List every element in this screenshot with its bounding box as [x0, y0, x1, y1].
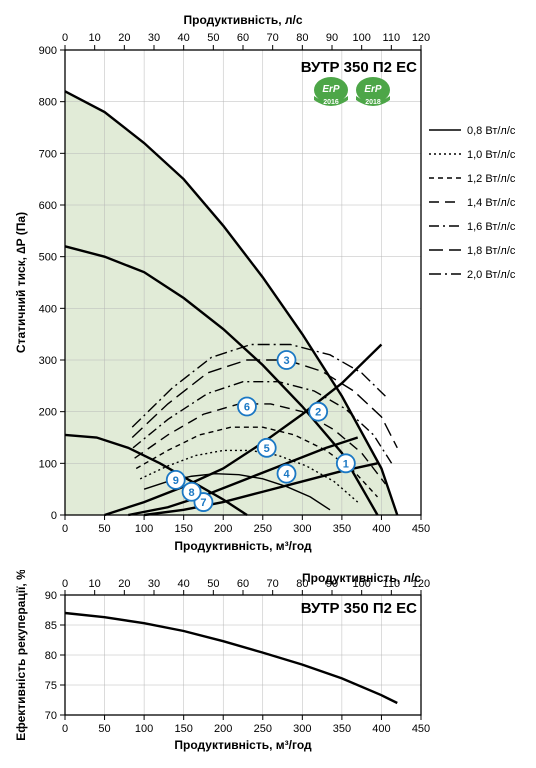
x-axis-label: Продуктивність, м³/год: [174, 539, 312, 553]
svg-text:900: 900: [39, 45, 57, 57]
legend-label: 1,2 Вт/л/с: [467, 173, 516, 185]
svg-text:0: 0: [62, 32, 68, 44]
svg-text:0: 0: [62, 578, 68, 590]
svg-text:200: 200: [214, 523, 232, 535]
svg-text:110: 110: [383, 32, 401, 44]
x-axis-label: Продуктивність, м³/год: [174, 738, 312, 752]
svg-text:250: 250: [254, 523, 272, 535]
svg-text:100: 100: [352, 32, 370, 44]
svg-text:350: 350: [333, 723, 351, 735]
svg-text:50: 50: [98, 523, 110, 535]
svg-text:20: 20: [118, 32, 130, 44]
efficiency-curve: [65, 613, 397, 703]
svg-text:0: 0: [51, 510, 57, 522]
svg-text:120: 120: [412, 32, 430, 44]
pressure-chart: 0501001502002503003504004500102030405060…: [10, 10, 526, 570]
chart-title: ВУТР 350 П2 ЕС: [301, 600, 417, 617]
svg-text:200: 200: [39, 407, 57, 419]
svg-text:2018: 2018: [365, 99, 381, 106]
svg-text:40: 40: [178, 32, 190, 44]
svg-text:75: 75: [45, 680, 57, 692]
svg-text:70: 70: [267, 32, 279, 44]
svg-text:85: 85: [45, 620, 57, 632]
erp-badge: ErP 2016: [314, 77, 348, 106]
svg-text:300: 300: [293, 523, 311, 535]
svg-text:10: 10: [89, 578, 101, 590]
svg-text:6: 6: [244, 402, 250, 414]
chart-title: ВУТР 350 П2 ЕС: [301, 59, 417, 76]
x2-axis-label: Продуктивність, л/с: [302, 571, 421, 585]
svg-text:40: 40: [178, 578, 190, 590]
legend-label: 1,8 Вт/л/с: [467, 245, 516, 257]
y-axis-label: Ефективність рекуперації, %: [14, 570, 28, 741]
svg-text:100: 100: [135, 523, 153, 535]
svg-text:20: 20: [118, 578, 130, 590]
svg-text:2016: 2016: [323, 99, 339, 106]
legend-label: 1,6 Вт/л/с: [467, 221, 516, 233]
svg-text:80: 80: [45, 650, 57, 662]
svg-text:200: 200: [214, 723, 232, 735]
legend-label: 2,0 Вт/л/с: [467, 269, 516, 281]
svg-text:60: 60: [237, 32, 249, 44]
chart-container: 0501001502002503003504004500102030405060…: [10, 10, 526, 755]
shaded-region: [65, 91, 397, 515]
svg-text:90: 90: [45, 590, 57, 602]
svg-text:150: 150: [174, 723, 192, 735]
svg-text:400: 400: [39, 303, 57, 315]
svg-text:30: 30: [148, 578, 160, 590]
svg-text:70: 70: [267, 578, 279, 590]
svg-text:2: 2: [315, 407, 321, 419]
svg-text:600: 600: [39, 200, 57, 212]
efficiency-chart: 0 50 100 150 200 250 300 350 400 450 0 10 20 30 40 50 60…: [10, 570, 526, 755]
svg-text:5: 5: [264, 443, 270, 455]
svg-text:80: 80: [296, 32, 308, 44]
svg-text:70: 70: [45, 710, 57, 722]
svg-text:7: 7: [200, 497, 206, 509]
svg-text:0: 0: [62, 523, 68, 535]
svg-text:0: 0: [62, 723, 68, 735]
svg-text:150: 150: [174, 523, 192, 535]
svg-text:300: 300: [39, 355, 57, 367]
svg-text:50: 50: [207, 32, 219, 44]
svg-text:250: 250: [254, 723, 272, 735]
svg-text:500: 500: [39, 252, 57, 264]
svg-text:400: 400: [372, 523, 390, 535]
svg-text:ErP: ErP: [364, 84, 382, 95]
svg-text:10: 10: [89, 32, 101, 44]
legend-label: 0,8 Вт/л/с: [467, 125, 516, 137]
svg-text:700: 700: [39, 148, 57, 160]
legend-label: 1,4 Вт/л/с: [467, 197, 516, 209]
svg-text:30: 30: [148, 32, 160, 44]
svg-text:1: 1: [343, 458, 349, 470]
svg-text:4: 4: [283, 469, 290, 481]
svg-text:300: 300: [293, 723, 311, 735]
svg-text:450: 450: [412, 723, 430, 735]
y-axis-label: Статичний тиск, ∆P (Па): [14, 212, 28, 353]
svg-text:100: 100: [39, 458, 57, 470]
svg-text:50: 50: [98, 723, 110, 735]
svg-text:3: 3: [283, 355, 289, 367]
svg-text:800: 800: [39, 97, 57, 109]
svg-text:350: 350: [333, 523, 351, 535]
svg-text:ErP: ErP: [322, 84, 340, 95]
svg-text:8: 8: [189, 487, 195, 499]
svg-text:9: 9: [173, 475, 179, 487]
svg-text:90: 90: [326, 32, 338, 44]
legend-label: 1,0 Вт/л/с: [467, 149, 516, 161]
svg-text:60: 60: [237, 578, 249, 590]
x2-axis-label: Продуктивність, л/с: [183, 13, 302, 27]
svg-text:100: 100: [135, 723, 153, 735]
svg-text:400: 400: [372, 723, 390, 735]
svg-text:50: 50: [207, 578, 219, 590]
svg-text:450: 450: [412, 523, 430, 535]
erp-badge: ErP 2018: [356, 77, 390, 106]
